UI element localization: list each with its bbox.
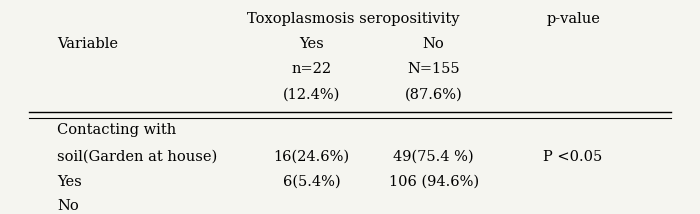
Text: n=22: n=22 (292, 62, 332, 76)
Text: (12.4%): (12.4%) (283, 87, 340, 101)
Text: Yes: Yes (57, 175, 82, 189)
Text: Toxoplasmosis seropositivity: Toxoplasmosis seropositivity (247, 12, 460, 26)
Text: No: No (57, 199, 79, 214)
Text: 16(24.6%): 16(24.6%) (274, 150, 350, 163)
Text: P <0.05: P <0.05 (543, 150, 603, 163)
Text: (87.6%): (87.6%) (405, 87, 463, 101)
Text: p-value: p-value (546, 12, 600, 26)
Text: Variable: Variable (57, 37, 118, 51)
Text: No: No (423, 37, 445, 51)
Text: 6(5.4%): 6(5.4%) (283, 175, 340, 189)
Text: N=155: N=155 (407, 62, 460, 76)
Text: Yes: Yes (300, 37, 324, 51)
Text: 106 (94.6%): 106 (94.6%) (389, 175, 479, 189)
Text: soil(Garden at house): soil(Garden at house) (57, 150, 218, 163)
Text: 49(75.4 %): 49(75.4 %) (393, 150, 474, 163)
Text: Contacting with: Contacting with (57, 123, 176, 137)
